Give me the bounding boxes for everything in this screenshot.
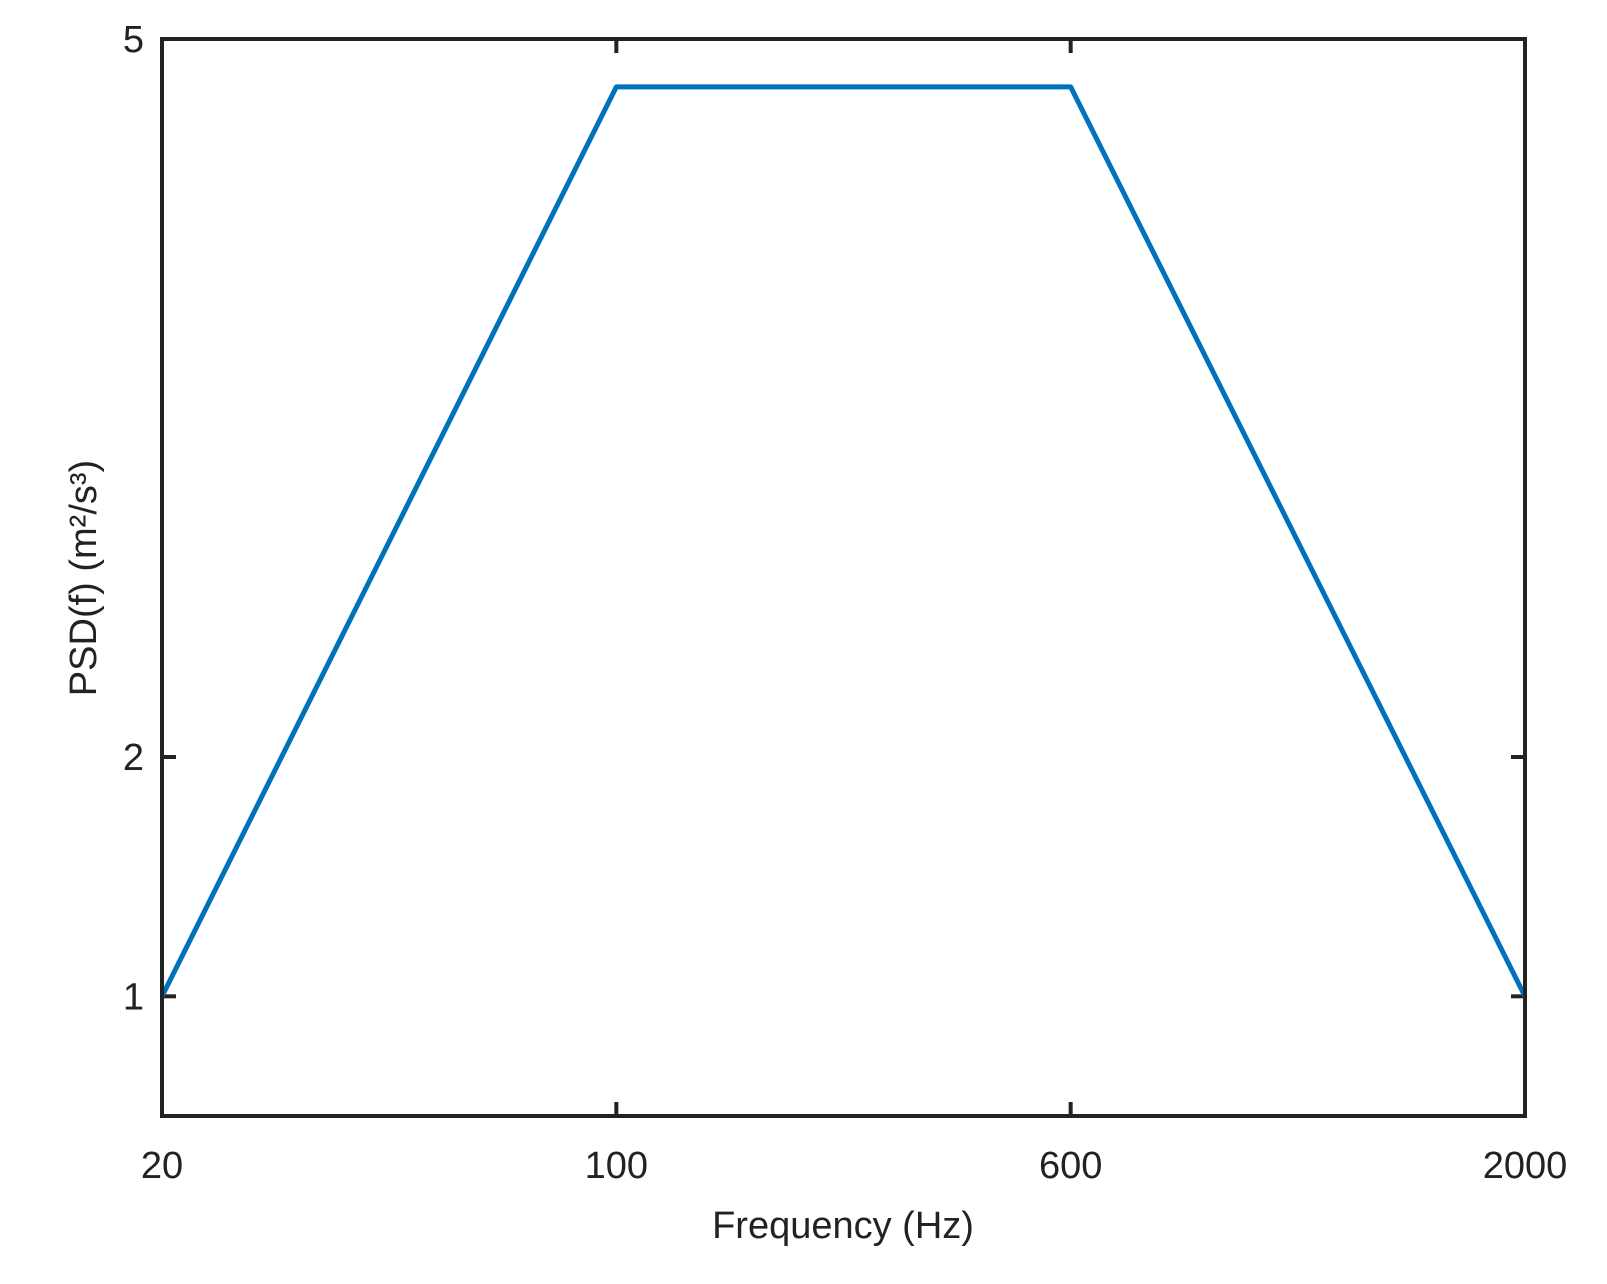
y-axis-label: PSD(f) (m²/s³) — [63, 460, 105, 696]
x-axis-label: Frequency (Hz) — [712, 1205, 974, 1247]
y-tick-label: 1 — [123, 976, 144, 1018]
data-line — [159, 84, 1528, 998]
y-tick-label: 5 — [123, 19, 144, 61]
x-tick-label: 2000 — [1483, 1145, 1568, 1187]
x-tick-label: 600 — [1039, 1145, 1102, 1187]
plot-frame — [160, 37, 1527, 1118]
y-tick-label: 2 — [123, 737, 144, 779]
x-tick-label: 20 — [141, 1145, 183, 1187]
x-tick-label: 100 — [585, 1145, 648, 1187]
